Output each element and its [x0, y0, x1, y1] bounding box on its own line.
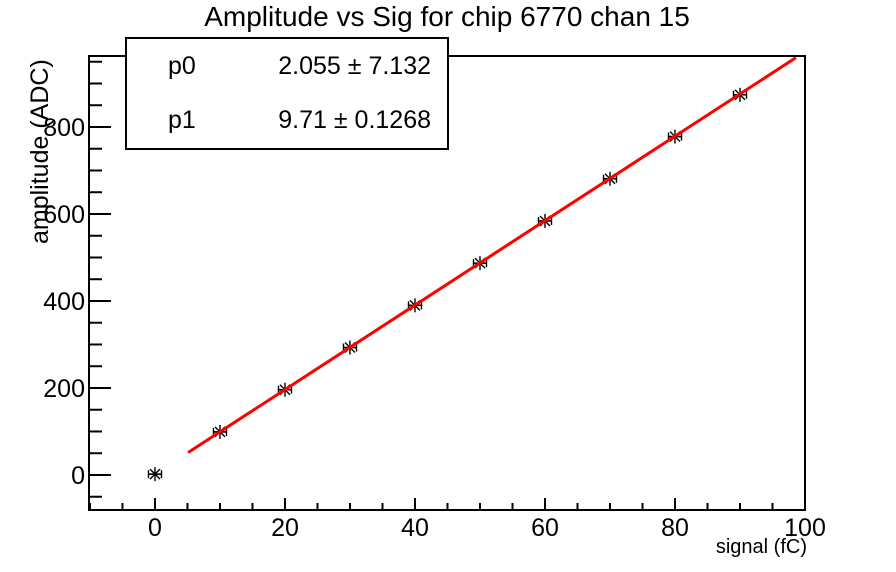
- x-axis-title: signal (fC): [716, 536, 807, 558]
- param-name: p0: [168, 51, 196, 80]
- axis-tick-labels: 0 20 40 60 80 100 0 200 400 600 800: [43, 114, 826, 542]
- y-tick-label: 400: [43, 288, 85, 316]
- y-axis-title: amplitude (ADC): [26, 59, 54, 244]
- y-tick-label: 0: [71, 462, 85, 490]
- marker-ray-d2: [149, 468, 161, 480]
- chart-title: Amplitude vs Sig for chip 6770 chan 15: [204, 1, 690, 32]
- fit-line-group: [187, 56, 797, 454]
- x-tick-label: 20: [271, 514, 299, 542]
- data-point: [147, 467, 163, 482]
- param-value: 2.055 ± 7.132: [278, 51, 431, 80]
- fit-line: [187, 56, 797, 454]
- stats-row-p1: p1 9.71 ± 0.1268: [127, 106, 447, 135]
- x-tick-label: 80: [661, 514, 689, 542]
- y-tick-label: 200: [43, 375, 85, 403]
- y-tick-label: 600: [43, 201, 85, 229]
- stats-row-p0: p0 2.055 ± 7.132: [127, 52, 447, 81]
- x-tick-label: 60: [531, 514, 559, 542]
- fit-stats-box: p0 2.055 ± 7.132 p1 9.71 ± 0.1268: [125, 37, 449, 150]
- x-tick-label: 0: [148, 514, 162, 542]
- x-tick-label: 40: [401, 514, 429, 542]
- param-value: 9.71 ± 0.1268: [278, 106, 431, 135]
- x-tick-label: 100: [784, 514, 826, 542]
- y-tick-label: 800: [43, 114, 85, 142]
- param-name: p1: [168, 106, 196, 135]
